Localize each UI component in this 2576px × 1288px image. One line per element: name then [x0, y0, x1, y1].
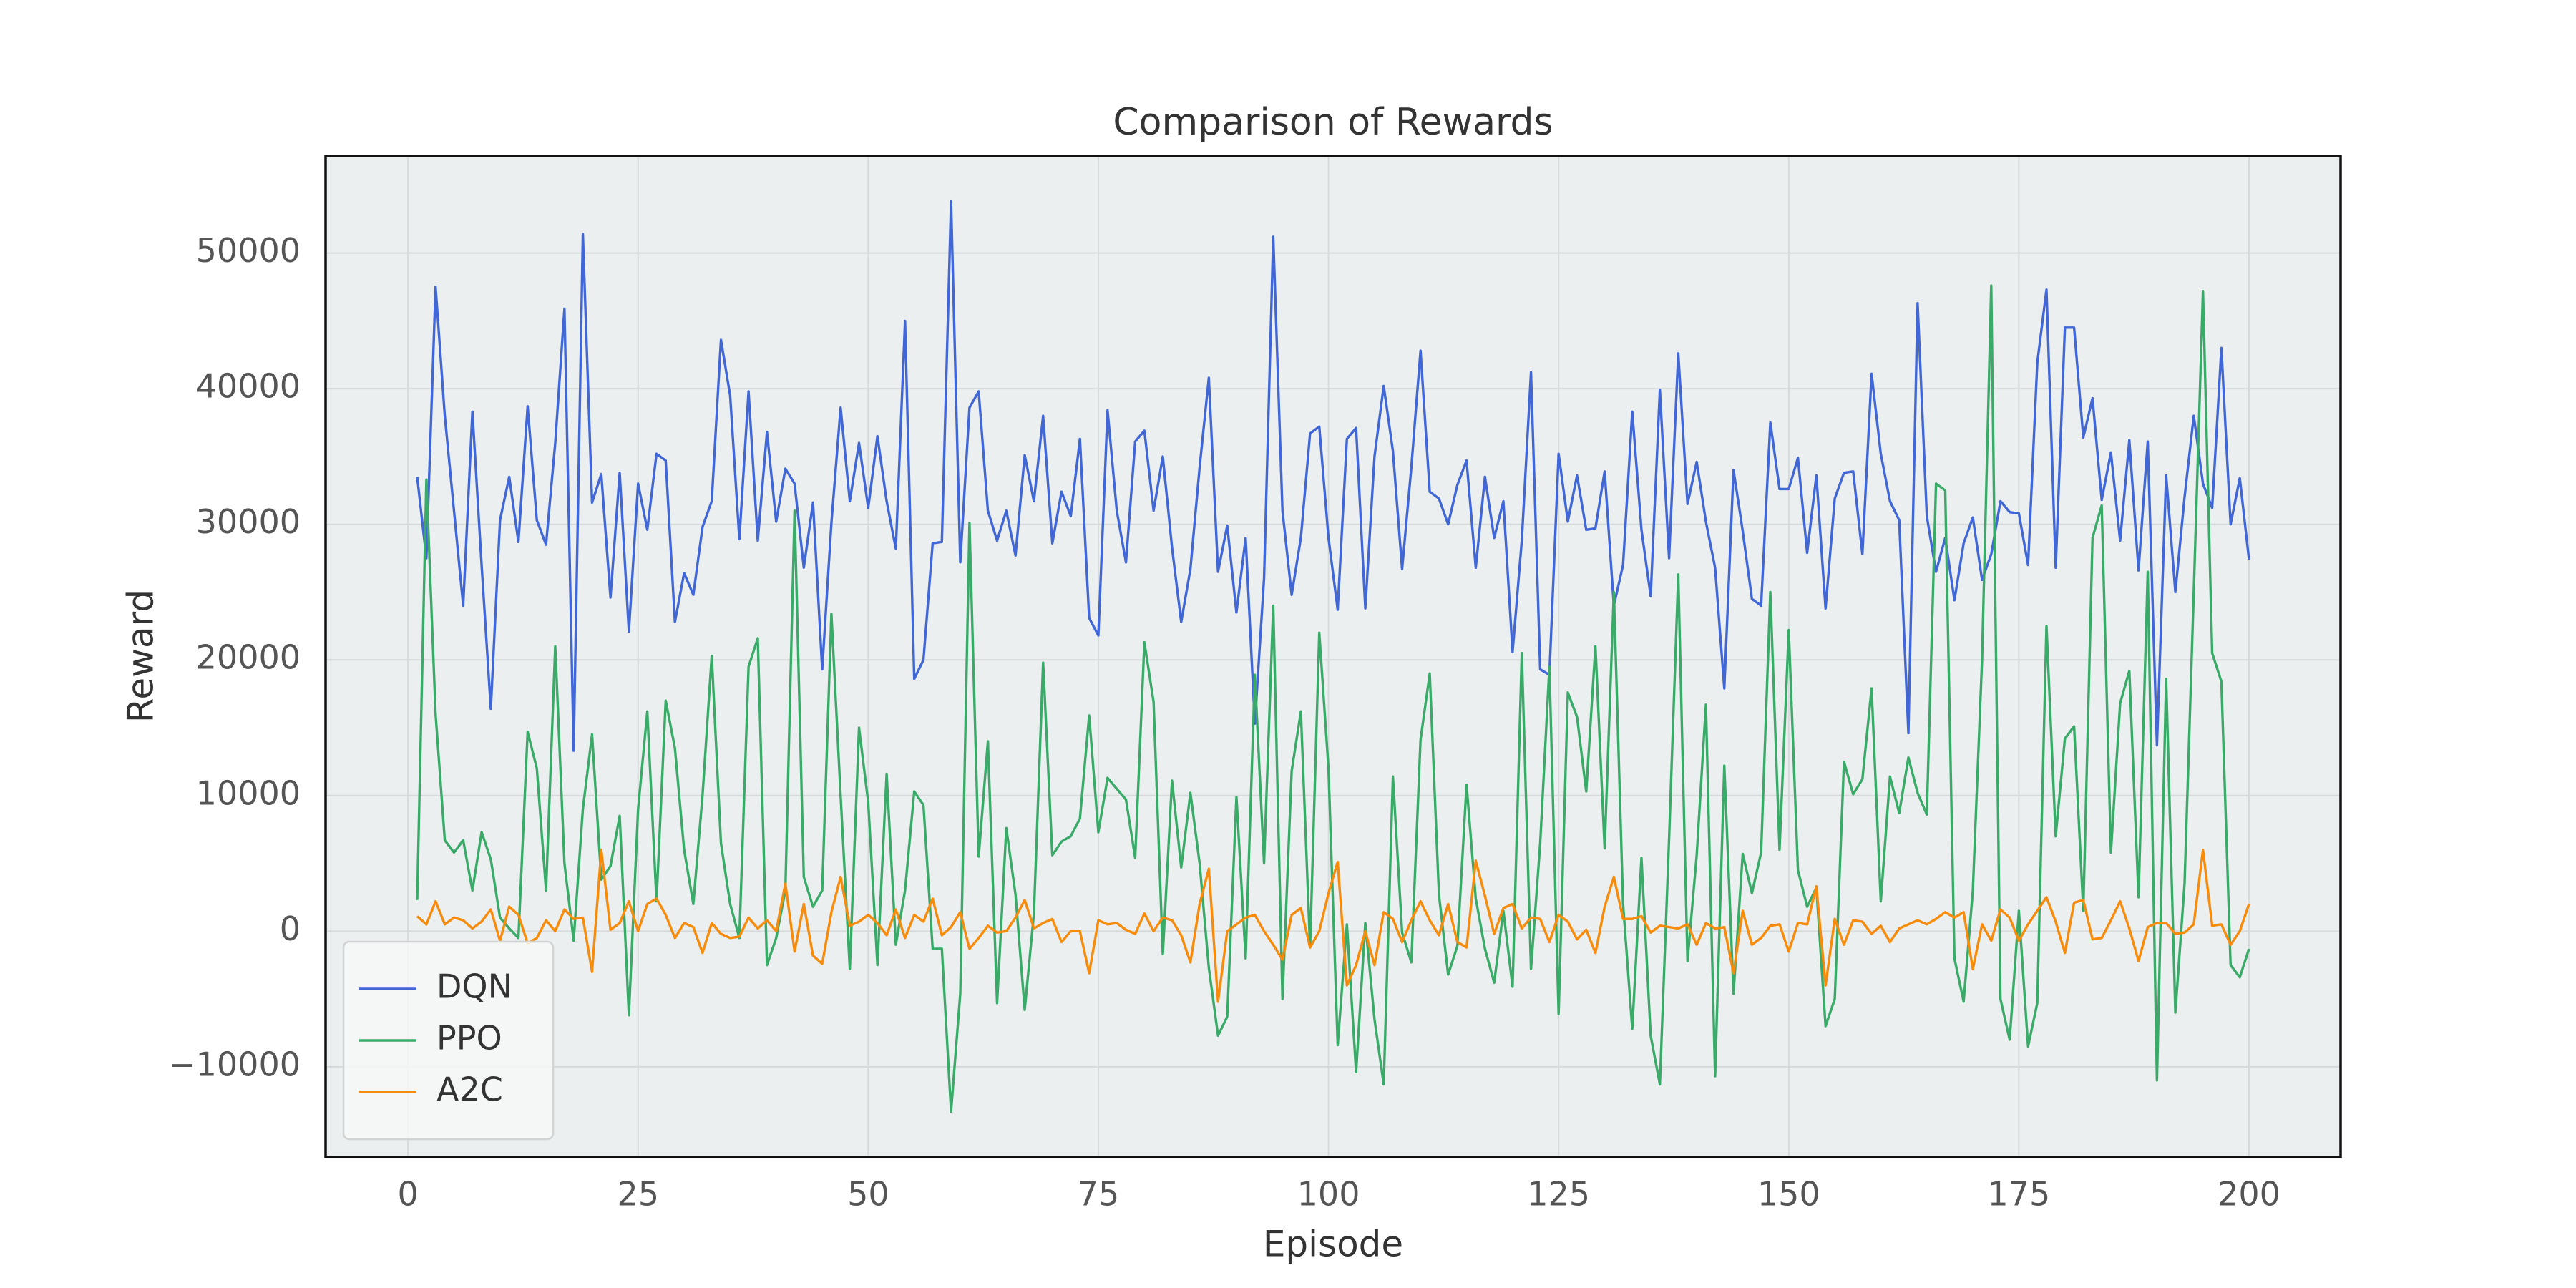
y-axis-label: Reward [120, 590, 162, 723]
x-tick-label: 50 [847, 1175, 889, 1214]
legend-box [342, 940, 555, 1141]
x-tick-label: 200 [2218, 1175, 2280, 1214]
x-tick-label: 25 [617, 1175, 659, 1214]
y-tick-label: 30000 [196, 502, 301, 541]
x-tick-label: 175 [1987, 1175, 2050, 1214]
series-line [416, 200, 2250, 752]
legend-label: PPO [436, 1019, 502, 1058]
series-line [416, 848, 2250, 1003]
x-tick-label: 75 [1078, 1175, 1120, 1214]
y-tick-label: 10000 [196, 774, 301, 812]
x-axis-label: Episode [1263, 1224, 1403, 1265]
series-line [416, 284, 2250, 1113]
x-tick-label: 125 [1527, 1175, 1590, 1214]
y-tick-label: 40000 [196, 367, 301, 406]
chart-title: Comparison of Rewards [1113, 101, 1553, 144]
x-tick-label: 100 [1297, 1175, 1360, 1214]
legend-label: A2C [436, 1070, 503, 1109]
legend: DQN PPO A2C [342, 940, 555, 1141]
legend-label: DQN [436, 967, 512, 1006]
y-tick-label: 0 [280, 909, 301, 948]
y-tick-label: −10000 [168, 1045, 301, 1083]
x-tick-label: 0 [397, 1175, 418, 1214]
plot-area [326, 156, 2341, 1157]
x-tick-label: 150 [1757, 1175, 1820, 1214]
y-tick-label: 20000 [196, 638, 301, 677]
plot-frame [324, 155, 2342, 1158]
y-tick-label: 50000 [196, 231, 301, 270]
lines [416, 200, 2250, 1113]
